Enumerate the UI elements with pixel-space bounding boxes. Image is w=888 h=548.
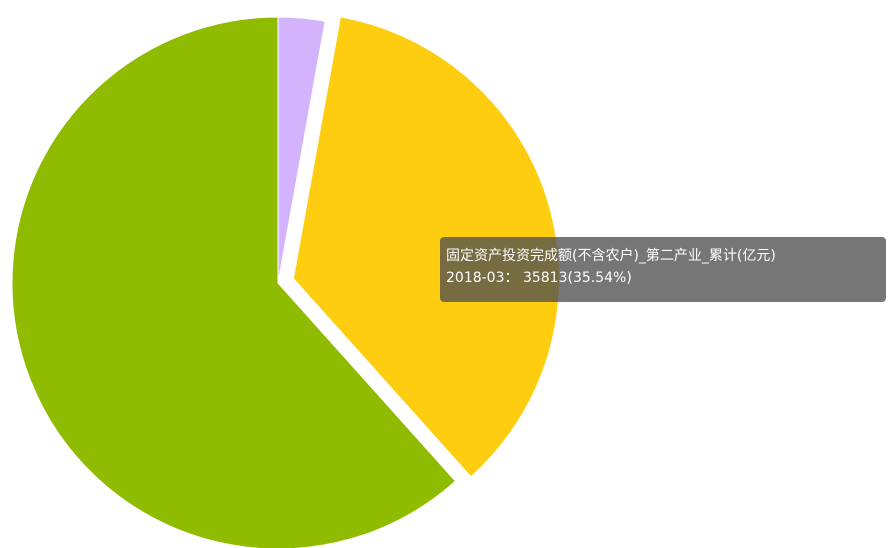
tooltip-series-name: 固定资产投资完成额(不含农户)_第二产业_累计(亿元): [446, 248, 776, 264]
pie-slice-1[interactable]: [292, 16, 560, 478]
chart-tooltip: 固定资产投资完成额(不含农户)_第二产业_累计(亿元) 2018-03： 358…: [440, 237, 886, 302]
tooltip-value: 2018-03： 35813(35.54%): [446, 270, 632, 286]
pie-slice-2[interactable]: [11, 16, 457, 548]
pie-slices: [11, 16, 560, 548]
